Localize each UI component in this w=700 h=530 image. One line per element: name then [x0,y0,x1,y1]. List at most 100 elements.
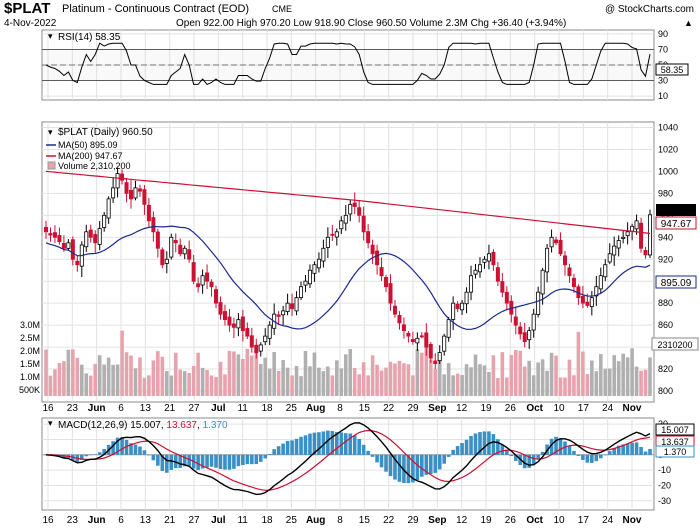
macd-hist-bar [607,451,612,455]
volume-bar [567,359,572,396]
price-tick-label: 820 [658,364,673,374]
macd-hist-bar [227,454,232,470]
macd-hist-bar [84,454,89,457]
ma200-label: MA(200) 947.67 [58,151,123,161]
candle-body [585,301,590,306]
candle-body [133,187,138,199]
candle-body [491,251,496,266]
volume-bar [254,351,259,396]
price-tick-label: 860 [658,320,673,330]
macd-hist-bar [232,454,236,469]
macd-hist-bar [603,454,608,456]
volume-bar [545,370,549,396]
ma50-value-tag: 895.09 [655,275,697,289]
macd-hist-bar [357,439,361,455]
volume-bar [469,367,473,396]
macd-hist-bar [115,437,120,455]
macd-plot [44,422,652,496]
volume-bar [554,355,558,396]
macd-hist-bar [625,443,630,455]
candle-body [562,255,567,266]
price-settings-icon[interactable]: ▾ [48,127,53,137]
volume-bar [581,351,585,396]
candle-body [477,264,482,273]
volume-bar [129,355,133,396]
macd-hist-bar [554,436,558,455]
volume-bar [290,375,294,396]
rsi-settings-icon[interactable]: ▾ [48,31,53,41]
header-date: 4-Nov-2022 [4,18,57,29]
macd-tick-label: -20 [658,480,671,490]
macd-hist-bar [124,439,129,455]
macd-hist-bar [420,454,424,477]
candle-body [522,332,527,343]
volume-bar [428,359,433,396]
macd-hist-bar [428,454,433,474]
macd-hist-bar [151,454,156,461]
volume-bar [473,354,478,396]
candle-body [460,302,465,311]
header-description: Platinum - Continuous Contract (EOD) [62,3,249,15]
svg-text:13.637: 13.637 [661,437,689,447]
volume-bar [639,370,643,396]
price-tick-label: 940 [658,232,673,242]
macd-hist-bar [245,454,250,465]
x-tick-label: 24 [602,403,614,414]
header-exchange: CME [272,4,292,14]
volume-bar [62,361,66,396]
macd-hist-bar [464,439,469,455]
volume-bar [411,375,415,396]
svg-text:1.370: 1.370 [664,447,687,457]
x-tick-label: Sep [428,515,446,526]
candle-body [48,233,53,236]
macd-hist-bar [182,454,187,467]
candle-body [88,229,93,238]
x-tick-label: 22 [383,403,395,414]
candle-body [129,189,134,200]
ma200-line [45,170,651,235]
candle-body [536,291,541,315]
macd-hist-bar [424,454,429,475]
macd-hist-bar [496,439,500,455]
candle-body [571,277,576,288]
macd-hist-bar [522,454,527,469]
volume-bar [590,360,594,396]
volume-bar [442,374,446,396]
x-tick-label: Sep [428,403,446,414]
candle-body [616,240,621,249]
macd-hist-bar [290,440,294,455]
x-tick-label: 18 [261,403,273,414]
volume-bar [630,348,634,396]
macd-settings-icon[interactable]: ▾ [48,418,53,428]
macd-hist-bar [138,446,142,455]
macd-hist-bar [406,454,411,484]
volume-bar [343,354,348,396]
volume-bar [173,352,178,396]
volume-bar [437,357,442,396]
volume-bar [460,374,464,396]
volume-bar [339,368,344,396]
macd-hist-bar [366,450,370,455]
volume-bar [236,354,241,396]
volume-bar [478,364,482,396]
macd-hist-bar [567,445,572,455]
volume-bar [572,375,576,396]
volume-bar [621,353,625,396]
volume-bar [518,350,523,396]
volume-tick-label: 3.0M [20,320,40,330]
rsi-label: RSI(14) 58.35 [58,32,121,43]
ma50-label: MA(50) 895.09 [58,140,118,150]
volume-bar [576,331,581,396]
volume-bar [558,377,563,396]
volume-bar [151,360,156,396]
macd-hist-bar [478,432,482,455]
volume-bar [214,377,218,396]
candle-body [518,326,523,335]
candle-body [214,289,219,304]
volume-bar [102,364,106,396]
candle-body [500,281,505,293]
volume-bar [124,352,129,396]
candle-body [164,258,169,264]
candle-body [240,316,245,332]
volume-bar [496,377,500,396]
